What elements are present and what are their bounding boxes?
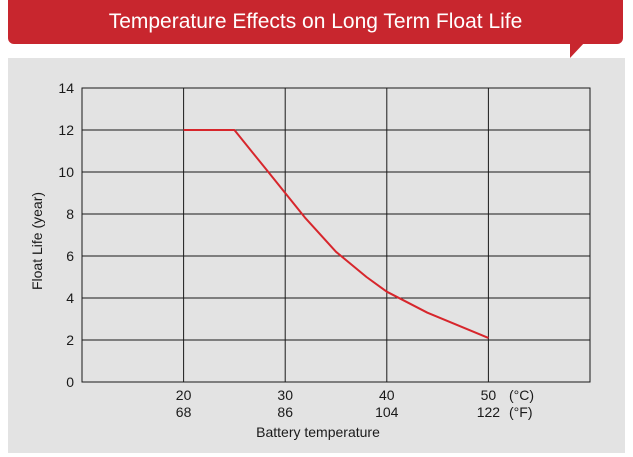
x-axis-label: Battery temperature	[256, 424, 380, 440]
fahrenheit-unit-label: (°F)	[509, 404, 532, 420]
y-tick-label: 4	[66, 290, 74, 306]
x-tick-label-fahrenheit: 122	[477, 404, 501, 420]
x-tick-label-celsius: 50	[481, 387, 497, 403]
celsius-unit-label: (°C)	[509, 387, 534, 403]
y-tick-label: 8	[66, 206, 74, 222]
float-life-line	[183, 129, 489, 339]
plot-frame	[81, 87, 591, 383]
x-tick-label-fahrenheit: 104	[375, 404, 399, 420]
y-tick-label: 0	[66, 374, 74, 390]
page-title: Temperature Effects on Long Term Float L…	[108, 10, 523, 33]
y-axis-label: Float Life (year)	[29, 192, 45, 290]
grid-layer	[81, 87, 591, 383]
y-tick-label: 6	[66, 248, 74, 264]
x-tick-label-celsius: 40	[379, 387, 395, 403]
banner-tail	[570, 42, 585, 58]
series-layer	[183, 129, 489, 339]
x-tick-label-celsius: 30	[277, 387, 293, 403]
y-tick-label: 10	[58, 164, 74, 180]
y-tick-label: 12	[58, 122, 74, 138]
title-banner: Temperature Effects on Long Term Float L…	[8, 0, 623, 44]
x-tick-label-fahrenheit: 68	[176, 404, 192, 420]
x-tick-label-fahrenheit: 86	[277, 404, 293, 420]
y-tick-label: 2	[66, 332, 74, 348]
x-tick-label-celsius: 20	[176, 387, 192, 403]
y-tick-label: 14	[58, 80, 74, 96]
